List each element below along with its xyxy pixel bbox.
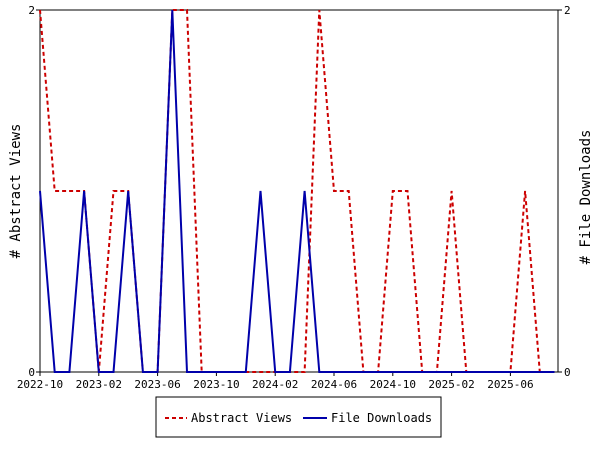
series-layer xyxy=(39,9,555,373)
x-tick-label: 2024-02 xyxy=(252,378,298,391)
x-tick-label: 2023-02 xyxy=(76,378,122,391)
x-tick-label: 2025-02 xyxy=(428,378,474,391)
right-tick-label: 0 xyxy=(564,366,571,379)
x-tick-label: 2025-06 xyxy=(487,378,533,391)
legend: Abstract Views File Downloads xyxy=(155,396,442,438)
series-line-abstract-views xyxy=(39,9,555,373)
plot-area xyxy=(39,9,559,373)
x-tick-label: 2022-10 xyxy=(17,378,63,391)
right-tick-label: 2 xyxy=(564,4,571,17)
legend-box xyxy=(155,396,442,438)
x-tick-label: 2023-10 xyxy=(193,378,239,391)
x-tick-label: 2024-10 xyxy=(370,378,416,391)
x-tick-label: 2024-06 xyxy=(311,378,357,391)
left-axis: 02 xyxy=(28,4,40,379)
x-axis: 2022-10 2023-02 2023-06 2023-10 2024-02 2024-… xyxy=(17,372,534,391)
right-axis-title: # File Downloads xyxy=(578,130,594,265)
series-line-file-downloads xyxy=(39,9,555,373)
legend-label-file-downloads: File Downloads xyxy=(331,411,432,425)
left-axis-title: # Abstract Views xyxy=(8,124,24,259)
left-tick-label: 2 xyxy=(28,4,35,17)
right-axis: 02 xyxy=(558,4,571,379)
x-tick-label: 2023-06 xyxy=(134,378,180,391)
legend-label-abstract-views: Abstract Views xyxy=(191,411,292,425)
left-tick-label: 0 xyxy=(28,366,35,379)
